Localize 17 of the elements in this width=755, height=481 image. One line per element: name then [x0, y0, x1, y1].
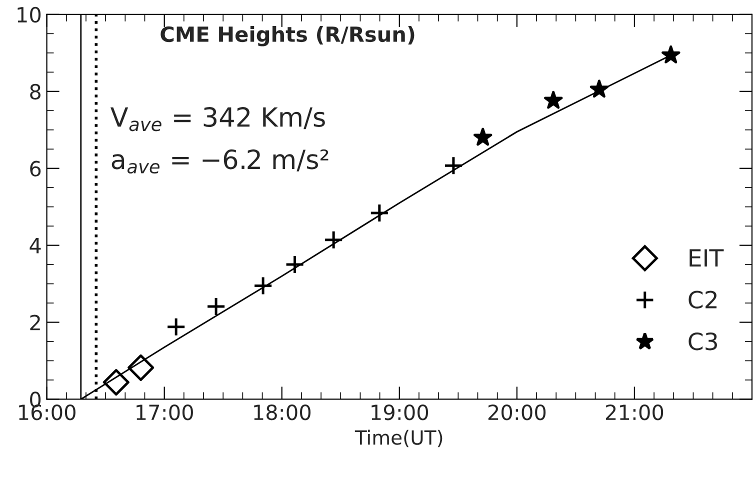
- y-tick-label: 6: [30, 160, 41, 177]
- annotation: V$_{ave}$ = 342 Km/s: [110, 107, 325, 132]
- x-tick-label: 18:00: [254, 404, 310, 420]
- annotation: a$_{ave}$ = −6.2 m/s²: [112, 149, 328, 174]
- x-tick-label: 20:00: [488, 404, 546, 420]
- x-axis-title: Time(UT): [354, 430, 442, 448]
- y-tick-label: 2: [30, 314, 40, 330]
- legend-label: C2: [688, 290, 717, 309]
- y-tick-label: 10: [18, 6, 41, 23]
- x-tick-label: 17:00: [136, 404, 193, 420]
- text: CME Heights (R/Rsun): [160, 26, 414, 46]
- legend-label: EIT: [690, 249, 724, 266]
- y-tick-label: 8: [30, 84, 41, 100]
- x-tick-label: 19:00: [372, 404, 428, 420]
- legend-label: C3: [688, 332, 717, 350]
- x-tick-label: 21:00: [606, 404, 664, 420]
- y-tick-label: 4: [30, 238, 41, 254]
